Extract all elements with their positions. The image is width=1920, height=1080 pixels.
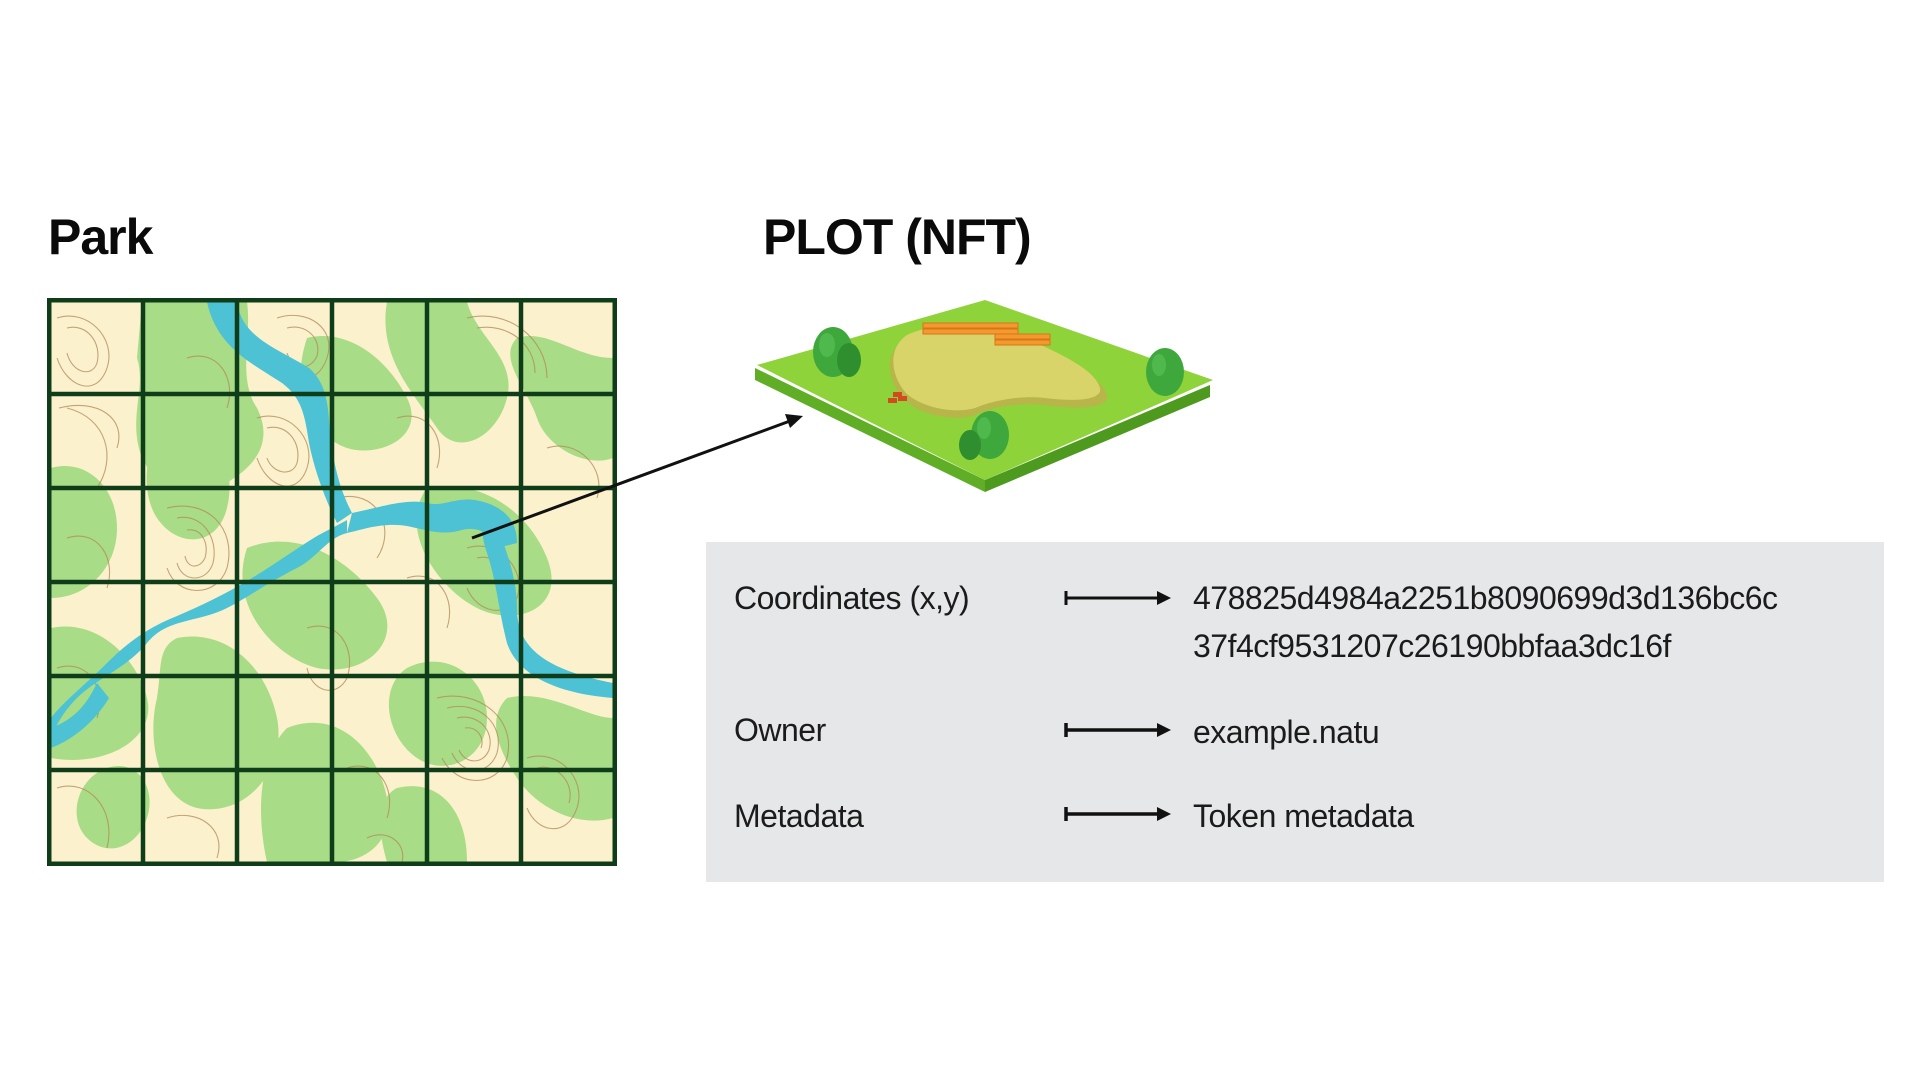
coordinates-value: 478825d4984a2251b8090699d3d136bc6c 37f4c…: [1193, 574, 1778, 670]
right-arrow-icon: [1064, 807, 1171, 821]
tree-right: [1146, 348, 1184, 396]
brick-pile: [888, 392, 907, 403]
coordinates-label: Coordinates (x,y): [734, 580, 970, 616]
owner-label: Owner: [734, 712, 826, 748]
sand-patch: [889, 324, 1108, 418]
tree-left: [813, 327, 861, 377]
right-arrow-icon: [1064, 591, 1171, 605]
coordinates-value-line2: 37f4cf9531207c26190bbfaa3dc16f: [1193, 628, 1671, 664]
plot-illustration: [755, 300, 1213, 492]
metadata-value: Token metadata: [1193, 798, 1414, 834]
nft-info-panel: Coordinates (x,y) 478825d4984a2251b80906…: [706, 542, 1884, 882]
fence: [922, 322, 1051, 346]
park-grid-map: [47, 298, 617, 866]
tree-bottom: [959, 411, 1009, 460]
park-title: Park: [48, 209, 153, 265]
owner-value: example.natu: [1193, 714, 1380, 750]
metadata-label: Metadata: [734, 798, 864, 834]
plot-title: PLOT (NFT): [763, 209, 1032, 265]
coordinates-value-line1: 478825d4984a2251b8090699d3d136bc6c: [1193, 580, 1778, 616]
right-arrow-icon: [1064, 723, 1171, 737]
